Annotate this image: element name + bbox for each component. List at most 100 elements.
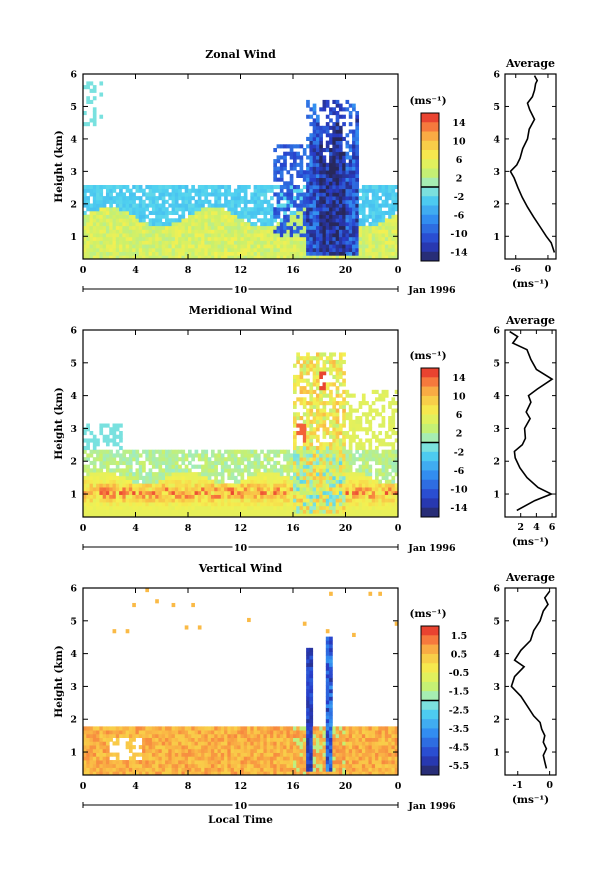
heatmap-cell: [345, 155, 350, 160]
heatmap-cell: [184, 196, 189, 201]
heatmap-cell: [283, 247, 287, 252]
heatmap-cell: [293, 188, 297, 193]
heatmap-cell: [197, 479, 202, 484]
heatmap-cell: [332, 122, 337, 127]
heatmap-cell: [394, 222, 399, 227]
heatmap-cell: [122, 763, 127, 768]
heatmap-cell: [204, 192, 209, 197]
heatmap-cell: [358, 505, 363, 510]
heatmap-cell: [168, 449, 172, 454]
heatmap-cell: [306, 513, 310, 518]
heatmap-cell: [260, 188, 264, 193]
heatmap-cell: [174, 222, 179, 227]
heatmap-cell: [155, 225, 159, 230]
heatmap-cell: [210, 479, 215, 484]
heatmap-cell: [102, 434, 107, 439]
heatmap-cell: [96, 483, 100, 488]
heatmap-cell: [148, 222, 153, 227]
heatmap-cell: [151, 726, 156, 731]
heatmap-cell: [276, 513, 281, 518]
heatmap-cell: [224, 247, 228, 252]
heatmap-cell: [138, 767, 143, 772]
date-label: Jan 1996: [407, 285, 456, 296]
heatmap-cell: [335, 177, 340, 182]
heatmap-cell: [325, 99, 330, 104]
heatmap-cell: [220, 233, 225, 238]
heatmap-cell: [210, 233, 215, 238]
heatmap-cell: [181, 730, 186, 735]
heatmap-cell: [145, 229, 150, 234]
heatmap-cell: [352, 155, 356, 160]
heatmap-cell: [260, 203, 264, 208]
heatmap-cell: [89, 472, 94, 477]
heatmap-cell: [161, 498, 166, 503]
heatmap-cell: [115, 767, 120, 772]
heatmap-cell: [220, 185, 225, 190]
heatmap-cell: [181, 479, 186, 484]
heatmap-cell: [250, 479, 255, 484]
heatmap-cell: [122, 449, 127, 454]
heatmap-cell: [188, 741, 192, 746]
heatmap-cell: [335, 430, 340, 436]
heatmap-cell: [115, 513, 120, 518]
heatmap-cell: [322, 148, 327, 153]
heatmap-cell: [335, 151, 340, 156]
heatmap-cell: [227, 255, 232, 260]
heatmap-cell: [338, 225, 343, 230]
heatmap-cell: [325, 393, 330, 398]
heatmap-cell: [371, 218, 376, 223]
heatmap-cell: [394, 225, 399, 230]
heatmap-cell: [338, 114, 343, 119]
heatmap-cell: [89, 502, 94, 507]
heatmap-cell: [315, 170, 320, 175]
heatmap-cell: [276, 199, 281, 204]
heatmap-cell: [299, 479, 304, 484]
heatmap-cell: [276, 460, 281, 466]
heatmap-cell: [207, 502, 212, 507]
heatmap-cell: [325, 401, 330, 406]
heatmap-cell: [214, 218, 218, 223]
heatmap-cell: [302, 445, 307, 451]
heatmap-cell: [352, 419, 356, 424]
heatmap-cell: [270, 468, 274, 473]
heatmap-cell: [312, 122, 317, 127]
heatmap-cell: [188, 737, 192, 742]
heatmap-cell: [96, 438, 100, 443]
heatmap-cell: [132, 222, 136, 227]
heatmap-cell: [158, 741, 163, 746]
heatmap-cell: [122, 760, 127, 765]
heatmap-cell: [119, 247, 123, 252]
heatmap-cell: [358, 419, 363, 424]
heatmap-cell: [240, 505, 245, 510]
heatmap-cell: [325, 103, 330, 108]
heatmap-cell: [348, 513, 353, 518]
heatmap-cell: [306, 173, 310, 178]
heatmap-cell: [322, 247, 327, 252]
heatmap-cell: [201, 240, 205, 245]
heatmap-cell: [309, 397, 314, 402]
heatmap-cell: [329, 133, 333, 138]
heatmap-cell: [132, 498, 136, 503]
heatmap-cell: [112, 752, 117, 757]
heatmap-cell: [178, 752, 182, 757]
heatmap-cell: [309, 233, 314, 238]
heatmap-cell: [132, 251, 136, 256]
heatmap-cell: [322, 125, 327, 130]
heatmap-cell: [299, 144, 304, 149]
heatmap-cell: [338, 140, 343, 145]
heatmap-cell: [260, 475, 264, 480]
heatmap-cell: [329, 107, 333, 112]
heatmap-cell: [138, 505, 143, 510]
heatmap-cell: [197, 730, 202, 735]
heatmap-cell: [368, 240, 373, 245]
heatmap-cell: [293, 196, 297, 201]
heatmap-cell: [197, 502, 202, 507]
heatmap-cell: [342, 359, 346, 365]
heatmap-cell: [312, 404, 317, 409]
heatmap-cell: [233, 464, 238, 469]
heatmap-cell: [299, 199, 304, 204]
heatmap-cell: [312, 162, 317, 167]
heatmap-cell: [138, 498, 143, 503]
heatmap-cell: [243, 240, 248, 245]
heatmap-cell: [253, 472, 258, 477]
